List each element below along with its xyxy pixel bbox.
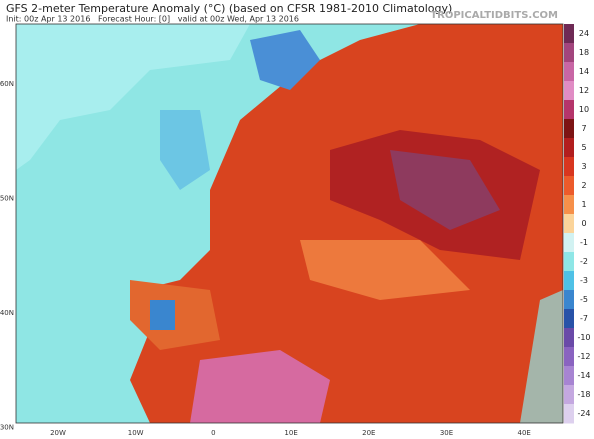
colorbar-label: -5 — [580, 295, 588, 304]
colorbar-segment — [564, 195, 574, 215]
subtitle: Init: 00z Apr 13 2016 Forecast Hour: [0]… — [6, 15, 299, 24]
lat-label: 50N — [0, 195, 14, 203]
north-atlantic — [16, 24, 250, 170]
colorbar-segment — [564, 404, 574, 424]
colorbar-label: 24 — [579, 29, 589, 38]
colorbar-segment — [564, 81, 574, 101]
colorbar-label: 0 — [581, 219, 586, 228]
colorbar-segment — [564, 328, 574, 348]
colorbar-segment — [564, 119, 574, 139]
britain — [160, 110, 210, 190]
lon-label: 40E — [518, 429, 531, 437]
map-frame — [15, 23, 564, 424]
norway-cold — [250, 30, 320, 90]
lon-label: 10W — [128, 429, 144, 437]
colorbar-label: -1 — [580, 238, 588, 247]
colorbar-segment — [564, 100, 574, 120]
colorbar-segment — [564, 176, 574, 196]
lon-label: 0 — [211, 429, 215, 437]
colorbar-label: 12 — [579, 86, 589, 95]
colorbar-label: -12 — [577, 352, 590, 361]
colorbar-segment — [564, 290, 574, 310]
colorbar-label: -3 — [580, 276, 588, 285]
hot-core — [390, 150, 500, 230]
colorbar-segment — [564, 366, 574, 386]
lon-label: 30E — [440, 429, 453, 437]
lon-label: 20E — [362, 429, 375, 437]
iberia-cold — [150, 300, 175, 330]
colorbar-label: 2 — [581, 181, 586, 190]
colorbar-segment — [564, 252, 574, 272]
colorbar-segment — [564, 43, 574, 63]
colorbar-segment — [564, 233, 574, 253]
colorbar-label: 14 — [579, 67, 589, 76]
mediterranean — [300, 240, 470, 300]
lat-label: 60N — [0, 80, 14, 88]
lat-label: 40N — [0, 309, 14, 317]
colorbar-label: 10 — [579, 105, 589, 114]
colorbar-segment — [564, 24, 574, 44]
colorbar-label: -7 — [580, 314, 588, 323]
title: GFS 2-meter Temperature Anomaly (°C) (ba… — [6, 2, 452, 15]
colorbar-label: 18 — [579, 48, 589, 57]
colorbar-label: -2 — [580, 257, 588, 266]
colorbar-segment — [564, 309, 574, 329]
colorbar-segment — [564, 347, 574, 367]
colorbar-label: -14 — [577, 371, 590, 380]
colorbar-label: 5 — [581, 143, 586, 152]
colorbar-segment — [564, 138, 574, 158]
colorbar-segment — [564, 214, 574, 234]
lon-label: 10E — [284, 429, 297, 437]
lat-label: 30N — [0, 424, 14, 432]
map — [16, 24, 563, 423]
colorbar-segment — [564, 271, 574, 291]
sahara-hot — [190, 350, 330, 423]
colorbar-segment — [564, 385, 574, 405]
colorbar-label: 1 — [581, 200, 586, 209]
colorbar-label: -24 — [577, 409, 590, 418]
colorbar-label: -18 — [577, 390, 590, 399]
colorbar-segment — [564, 62, 574, 82]
colorbar-segment — [564, 157, 574, 177]
colorbar-label: -10 — [577, 333, 590, 342]
lon-label: 20W — [50, 429, 66, 437]
europe-land — [130, 24, 563, 423]
brand: TROPICALTIDBITS.COM — [430, 10, 558, 21]
colorbar-label: 3 — [581, 162, 586, 171]
middle-east — [520, 290, 563, 423]
colorbar-label: 7 — [581, 124, 586, 133]
